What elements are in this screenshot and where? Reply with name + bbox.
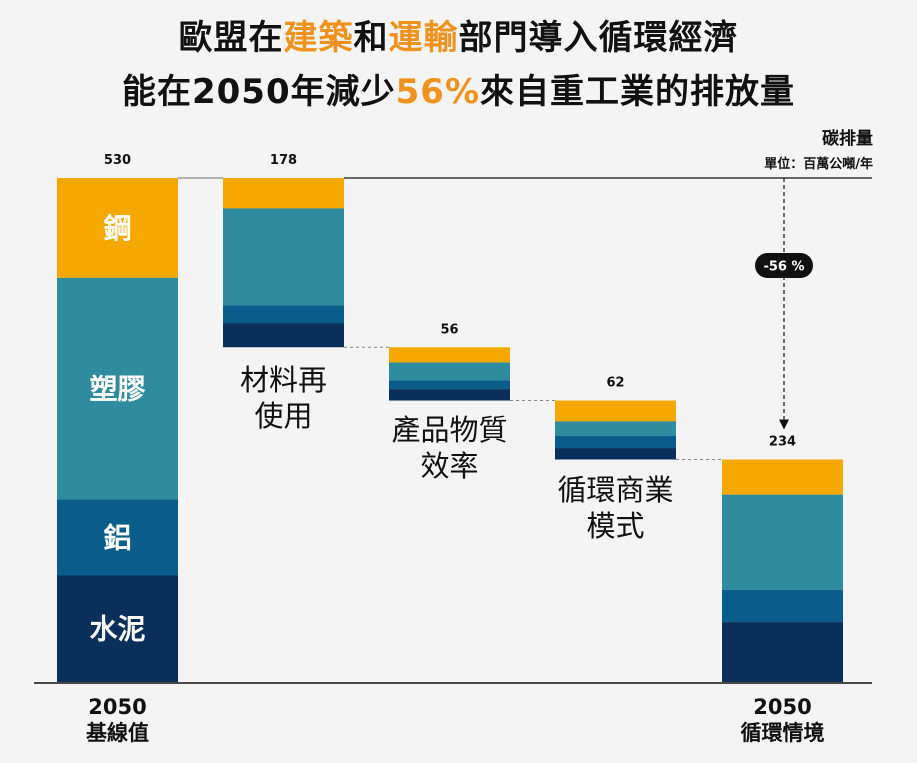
bar-1-segment-1: [57, 178, 178, 278]
bar-5-segment-4: [722, 622, 843, 682]
bar-3-segment-2: [389, 362, 510, 381]
bar-3-segment-4: [389, 389, 510, 401]
bar-4-segment-3: [555, 435, 676, 449]
bar-2-segment-2: [223, 208, 344, 306]
bar-4-segment-4: [555, 448, 676, 460]
material-label-2: 塑膠: [89, 373, 145, 406]
title-text-1a: 歐盟在: [178, 18, 284, 58]
bar-2-segment-1: [223, 178, 344, 209]
reduction-badge: [755, 253, 813, 278]
bar-5-segment-2: [722, 494, 843, 590]
bar-3-segment-3: [389, 380, 510, 390]
bar-4-segment-1: [555, 400, 676, 422]
bar-2-segment-4: [223, 323, 344, 348]
reduction-arrow-head: [779, 419, 789, 430]
category-label-1: 2050 基線值: [86, 695, 149, 745]
title-text-2c: 來自重工業的排放量: [480, 72, 796, 112]
category-label-3: 產品物質 效率: [391, 413, 508, 483]
chart-title-line2: 能在2050年減少56%來自重工業的排放量: [0, 70, 917, 114]
chart-title-line1: 歐盟在建築和運輸部門導入循環經濟: [0, 16, 917, 60]
title-highlight-building: 建築: [283, 18, 354, 58]
value-label-1: 530: [104, 153, 131, 168]
bar-5-segment-1: [722, 459, 843, 495]
category-label-2: 材料再 使用: [239, 363, 327, 433]
material-label-1: 鋼: [103, 212, 131, 245]
title-highlight-percent: 56%: [395, 72, 481, 112]
value-label-3: 56: [440, 322, 458, 337]
reduction-badge-text: -56 %: [763, 260, 804, 275]
bar-1-segment-2: [57, 277, 178, 500]
title-highlight-transport: 運輸: [388, 18, 459, 58]
title-text-1e: 部門導入循環經濟: [458, 18, 739, 58]
category-label-5: 2050 循環情境: [740, 695, 825, 745]
bar-2-segment-3: [223, 305, 344, 324]
value-label-4: 62: [606, 376, 624, 391]
bar-4-segment-2: [555, 421, 676, 436]
title-text-2a: 能在2050年減少: [121, 72, 396, 112]
material-label-3: 鋁: [103, 521, 131, 554]
category-label-4: 循環商業 模式: [557, 473, 674, 543]
unit-label: 碳排量 單位：百萬公噸/年: [764, 124, 873, 172]
material-label-4: 水泥: [89, 613, 145, 646]
value-label-5: 234: [769, 434, 796, 449]
bar-1-segment-3: [57, 499, 178, 576]
bar-3-segment-1: [389, 347, 510, 363]
unit-subtitle: 單位：百萬公噸/年: [764, 157, 873, 172]
value-label-2: 178: [270, 153, 297, 168]
title-text-1c: 和: [353, 18, 389, 58]
bar-1-segment-4: [57, 575, 178, 682]
bar-5-segment-3: [722, 589, 843, 623]
unit-title: 碳排量: [822, 129, 873, 149]
